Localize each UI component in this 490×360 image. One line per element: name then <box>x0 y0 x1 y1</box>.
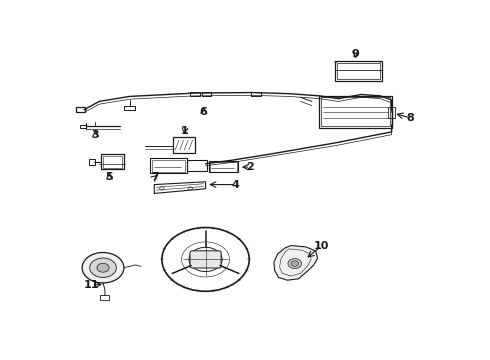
Bar <box>187 160 207 171</box>
Bar <box>89 159 95 165</box>
Circle shape <box>288 258 302 269</box>
Bar <box>152 160 185 172</box>
Text: 2: 2 <box>246 162 254 172</box>
Polygon shape <box>274 246 318 280</box>
Bar <box>388 107 394 118</box>
Bar <box>150 158 187 174</box>
Bar <box>190 92 200 96</box>
Text: 1: 1 <box>181 126 189 135</box>
Bar <box>210 162 237 172</box>
Text: 7: 7 <box>151 172 159 182</box>
FancyBboxPatch shape <box>190 251 221 268</box>
Bar <box>124 105 135 110</box>
Circle shape <box>82 252 124 283</box>
Bar <box>335 61 382 81</box>
Text: 3: 3 <box>92 130 99 140</box>
Bar <box>202 92 211 96</box>
Bar <box>321 97 390 126</box>
Bar <box>100 294 109 300</box>
Text: 9: 9 <box>352 49 360 59</box>
Circle shape <box>90 258 116 278</box>
Bar <box>209 161 238 172</box>
Text: 6: 6 <box>200 107 208 117</box>
Circle shape <box>291 261 298 266</box>
Text: 10: 10 <box>314 241 329 251</box>
Bar <box>173 138 196 153</box>
Text: 11: 11 <box>84 280 99 290</box>
Bar <box>76 107 85 112</box>
Text: 4: 4 <box>232 180 240 190</box>
Text: 8: 8 <box>407 113 415 123</box>
Circle shape <box>97 263 109 272</box>
Bar <box>337 63 380 79</box>
Bar <box>80 125 86 128</box>
Text: 5: 5 <box>106 172 113 182</box>
Bar <box>251 92 261 96</box>
Bar <box>101 154 124 169</box>
Bar <box>103 156 122 168</box>
Bar <box>319 96 392 128</box>
